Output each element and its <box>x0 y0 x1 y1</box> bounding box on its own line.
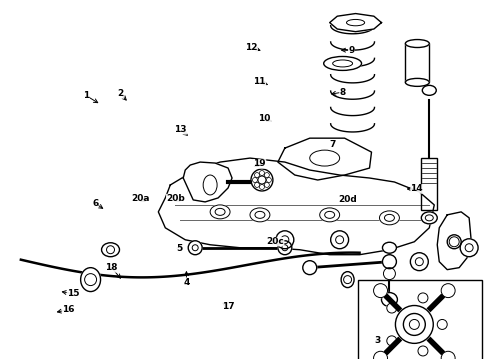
Bar <box>421 158 437 210</box>
Circle shape <box>252 177 257 183</box>
Text: 10: 10 <box>258 114 270 123</box>
Text: 18: 18 <box>105 264 118 273</box>
Text: 16: 16 <box>62 305 74 314</box>
Ellipse shape <box>373 284 388 298</box>
Polygon shape <box>330 14 382 32</box>
Ellipse shape <box>382 293 397 306</box>
Text: 20d: 20d <box>338 195 357 204</box>
Text: 15: 15 <box>67 289 79 298</box>
Polygon shape <box>278 138 371 180</box>
Ellipse shape <box>81 268 100 292</box>
Ellipse shape <box>447 235 461 249</box>
Ellipse shape <box>441 351 455 360</box>
Text: 17: 17 <box>221 302 234 311</box>
Ellipse shape <box>303 261 317 275</box>
Text: 1: 1 <box>83 91 90 100</box>
Ellipse shape <box>383 255 396 269</box>
Ellipse shape <box>395 306 433 343</box>
Ellipse shape <box>373 351 388 360</box>
Ellipse shape <box>383 242 396 253</box>
Circle shape <box>254 172 260 177</box>
Text: 20a: 20a <box>131 194 149 203</box>
Text: 13: 13 <box>174 125 187 134</box>
Ellipse shape <box>421 212 437 224</box>
Circle shape <box>265 183 270 188</box>
Text: 2: 2 <box>118 89 123 98</box>
Polygon shape <box>437 212 471 270</box>
Circle shape <box>259 184 265 189</box>
Circle shape <box>254 183 260 188</box>
Text: 5: 5 <box>176 244 182 253</box>
Ellipse shape <box>379 211 399 225</box>
Circle shape <box>265 172 270 177</box>
Circle shape <box>259 171 265 176</box>
Ellipse shape <box>188 241 202 255</box>
Text: 9: 9 <box>348 46 355 55</box>
Polygon shape <box>183 162 232 202</box>
Text: 20c: 20c <box>267 237 284 246</box>
Bar <box>405 42 429 82</box>
Circle shape <box>267 177 271 183</box>
Ellipse shape <box>276 231 294 249</box>
Ellipse shape <box>101 243 120 257</box>
Text: 12: 12 <box>245 43 258 52</box>
Text: 14: 14 <box>411 184 423 193</box>
Bar <box>405 42 429 82</box>
Text: 8: 8 <box>340 87 346 96</box>
Circle shape <box>387 336 397 346</box>
Circle shape <box>437 319 447 329</box>
Text: 19: 19 <box>253 159 266 168</box>
Text: 4: 4 <box>183 278 190 287</box>
Ellipse shape <box>341 272 354 288</box>
Ellipse shape <box>405 78 429 86</box>
Ellipse shape <box>251 169 273 191</box>
Text: 3: 3 <box>375 336 381 345</box>
Circle shape <box>387 303 397 313</box>
Circle shape <box>418 346 428 356</box>
Ellipse shape <box>331 231 348 249</box>
Text: 6: 6 <box>92 199 98 208</box>
Ellipse shape <box>278 241 292 255</box>
Ellipse shape <box>422 85 436 95</box>
Bar <box>358 280 482 360</box>
Ellipse shape <box>405 40 429 48</box>
Ellipse shape <box>441 284 455 298</box>
Text: 20b: 20b <box>166 194 185 203</box>
Ellipse shape <box>324 57 362 71</box>
Text: 11: 11 <box>253 77 266 86</box>
Ellipse shape <box>210 205 230 219</box>
Bar <box>421 158 437 210</box>
Ellipse shape <box>410 253 428 271</box>
Ellipse shape <box>384 268 395 280</box>
Ellipse shape <box>460 239 478 257</box>
Text: 7: 7 <box>330 140 336 149</box>
Ellipse shape <box>250 208 270 222</box>
Ellipse shape <box>319 208 340 222</box>
Polygon shape <box>158 158 434 255</box>
Circle shape <box>418 293 428 303</box>
